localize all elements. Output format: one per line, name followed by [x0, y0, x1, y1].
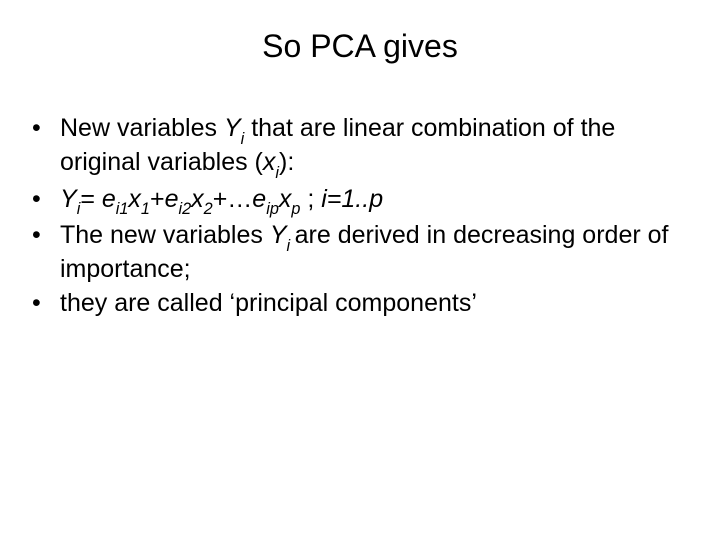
b2-ep: e: [252, 185, 266, 213]
b2-x2: x: [191, 185, 204, 213]
b2-sub-i1: i1: [116, 200, 129, 218]
b1-x: x: [263, 148, 276, 176]
slide: So PCA gives New variables Yi that are l…: [0, 0, 720, 540]
b2-sub-1: 1: [141, 200, 150, 218]
bullet-4: they are called ‘principal components’: [32, 288, 700, 319]
b1-sub-i: i: [241, 130, 245, 148]
bullet-list: New variables Yi that are linear combina…: [20, 113, 700, 319]
b2-sub-ip: ip: [266, 200, 279, 218]
b2-sub-i2: i2: [178, 200, 191, 218]
b2-sub-p: p: [291, 200, 300, 218]
b2-sub-2: 2: [204, 200, 213, 218]
b2-Y: Y: [60, 185, 77, 213]
b2-x1: x: [128, 185, 141, 213]
b1-Y: Y: [224, 114, 241, 142]
bullet-3: The new variables Yi are derived in decr…: [32, 220, 700, 286]
b2-eq: =: [80, 185, 102, 213]
b3-Y: Y: [270, 221, 287, 249]
b1-sub-i2: i: [275, 164, 279, 182]
b3-text-a: The new variables: [60, 221, 270, 249]
slide-title: So PCA gives: [20, 28, 700, 65]
bullet-1: New variables Yi that are linear combina…: [32, 113, 700, 182]
b1-text-a: New variables: [60, 114, 224, 142]
b2-e1: e: [102, 185, 116, 213]
b2-plus1: +: [150, 185, 165, 213]
b2-e2: e: [165, 185, 179, 213]
b1-text-c: ):: [279, 148, 294, 176]
bullet-2: Yi= ei1x1+ei2x2+…eipxp ; i=1..p: [32, 184, 700, 218]
b2-range: i=1..p: [321, 185, 383, 213]
b3-sub-i: i: [287, 237, 295, 255]
b4-text: they are called ‘principal components’: [60, 289, 477, 317]
b2-xp: x: [279, 185, 292, 213]
b2-tail: ;: [300, 185, 321, 213]
b2-plus2: +…: [213, 185, 253, 213]
b2-sub-i: i: [77, 200, 81, 218]
